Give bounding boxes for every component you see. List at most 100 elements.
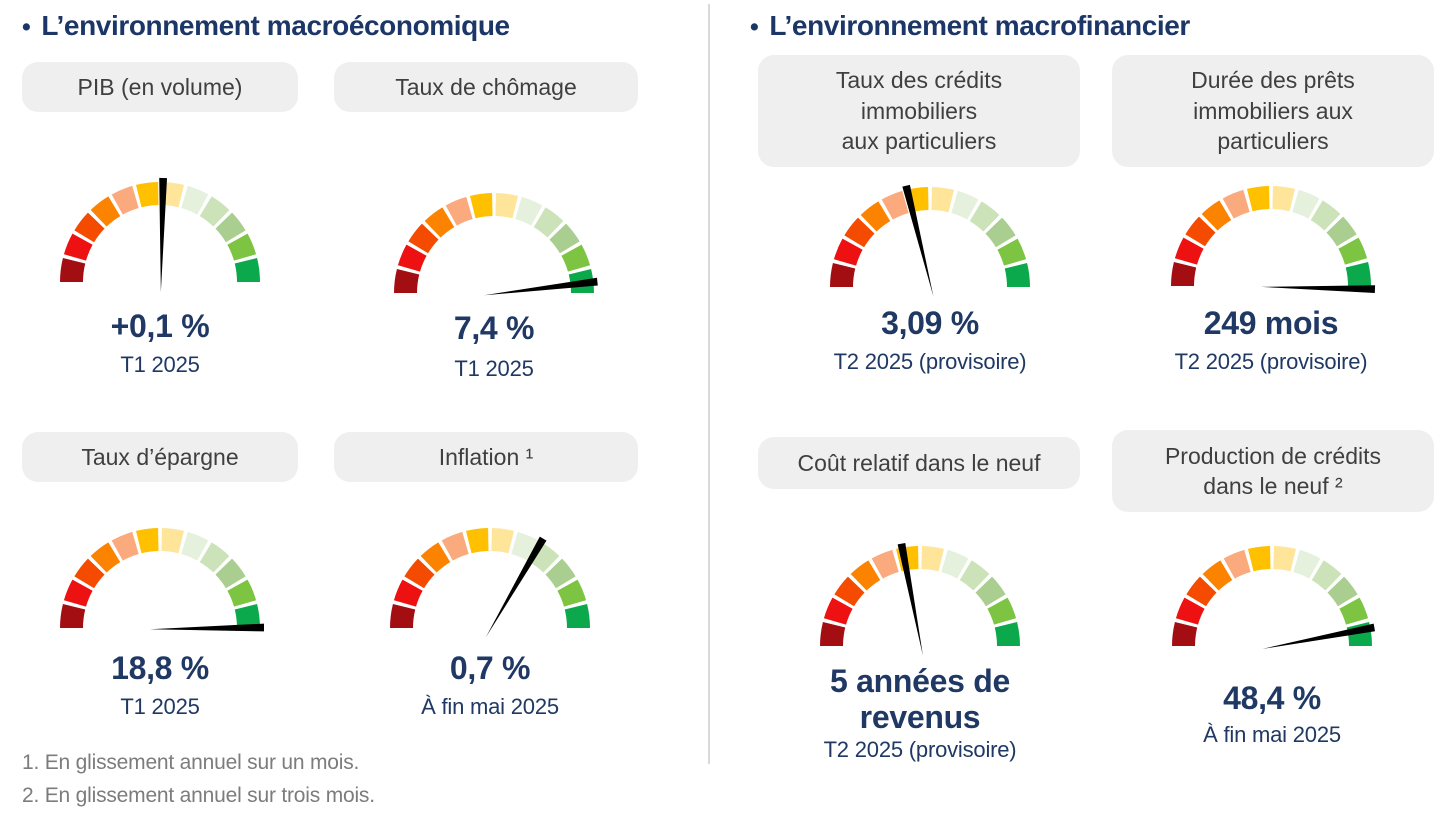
gauge-segment — [515, 196, 543, 226]
indicator-period: T2 2025 (provisoire) — [823, 737, 1017, 762]
indicator-value: 3,09 % — [881, 305, 979, 341]
section-title-text: L’environnement macroéconomique — [41, 10, 510, 41]
gauge-segment — [1273, 546, 1297, 572]
gauge-segment — [1311, 560, 1342, 591]
gauge-segment — [1175, 597, 1205, 625]
indicator-value: 5 années de revenus — [830, 663, 1010, 735]
gauge-segment — [234, 257, 260, 282]
gauge-needle — [902, 184, 934, 297]
gauge-segment — [215, 212, 246, 243]
indicator-value: 18,8 % — [111, 650, 209, 686]
gauge-segment — [1171, 261, 1197, 286]
gauge-segment — [1201, 200, 1232, 231]
gauge-segment — [921, 546, 945, 572]
gauge-segment — [135, 182, 159, 208]
gauge-segment — [564, 603, 590, 628]
indicator-value: 48,4 % — [1223, 680, 1321, 716]
gauge-segment — [833, 238, 863, 266]
gauge-segment — [844, 217, 875, 248]
gauge-segment — [1202, 560, 1233, 591]
indicator-label: Inflation ¹ — [438, 443, 534, 470]
bullet-icon: • — [22, 13, 31, 41]
gauge-segment — [941, 549, 969, 579]
gauge-segment — [1310, 200, 1341, 231]
indicator-pill-inflation: Inflation ¹ — [334, 432, 638, 482]
gauge-segment — [987, 597, 1017, 625]
gauge-segment — [871, 549, 899, 579]
indicator-pill-taux-credits: Taux des crédits immobiliers aux particu… — [758, 55, 1080, 167]
gauge-segment — [227, 233, 257, 261]
gauge-segment — [408, 223, 439, 254]
gauge-segment — [1272, 186, 1296, 212]
gauge-segment — [90, 196, 121, 227]
indicator-value: 249 mois — [1203, 305, 1339, 341]
section-title-text: L’environnement macrofinancier — [769, 10, 1190, 41]
gauge-chart-production-credits — [1172, 546, 1376, 649]
gauge-segment — [227, 579, 257, 607]
gauge-segment — [549, 223, 580, 254]
indicator-pill-chomage: Taux de chômage — [334, 62, 638, 112]
gauge-segment — [1246, 186, 1270, 212]
gauge-segment — [1223, 549, 1251, 579]
gauge-segment — [1293, 549, 1321, 579]
gauge-segment — [90, 542, 121, 573]
indicator-period: T2 2025 (provisoire) — [833, 349, 1027, 374]
indicator-pill-pib: PIB (en volume) — [22, 62, 298, 112]
indicator-label: Taux d’épargne — [81, 443, 239, 470]
gauge-chart-duree-prets — [1171, 186, 1376, 294]
gauge-segment — [199, 196, 230, 227]
indicator-value: +0,1 % — [110, 308, 210, 344]
gauge-segment — [74, 558, 105, 589]
gauge-chart-epargne — [60, 528, 264, 632]
gauge-segment — [545, 558, 576, 589]
gauge-chart-pib — [60, 177, 260, 293]
gauge-segment — [1174, 237, 1204, 265]
indicator-period: T1 2025 — [120, 694, 200, 719]
section-title-macroeconomique: • L’environnement macroéconomique — [22, 10, 510, 42]
gauge-segment — [181, 531, 209, 561]
gauge-segment — [1338, 237, 1368, 265]
gauge-segment — [951, 190, 979, 220]
gauge-segment — [985, 217, 1016, 248]
indicator-period: T1 2025 — [120, 352, 200, 377]
gauge-segment — [561, 244, 591, 272]
gauge-segment — [1004, 262, 1030, 287]
gauge-segment — [60, 603, 86, 628]
gauge-needle — [1262, 623, 1376, 649]
gauge-segment — [161, 182, 185, 208]
gauge-segment — [404, 558, 435, 589]
gauge-segment — [420, 542, 451, 573]
gauge-chart-inflation — [390, 528, 590, 638]
gauge-segment — [161, 528, 185, 554]
indicator-period: T1 2025 — [454, 356, 534, 381]
gauge-segment — [424, 207, 455, 238]
gauge-segment — [394, 268, 420, 293]
indicator-label: Taux de chômage — [395, 73, 577, 100]
gauge-segment — [1247, 546, 1271, 572]
gauge-chart-taux-credits — [830, 184, 1030, 297]
gauge-segment — [1339, 597, 1369, 625]
indicator-period: À fin mai 2025 — [1203, 722, 1341, 747]
gauge-segment — [234, 603, 260, 628]
footnote-2: 2. En glissement annuel sur trois mois. — [22, 784, 375, 807]
section-divider — [708, 4, 710, 764]
indicator-value: 7,4 % — [453, 310, 535, 346]
gauge-segment — [441, 531, 469, 561]
gauge-needle — [159, 177, 168, 293]
gauge-segment — [975, 576, 1006, 607]
gauge-segment — [445, 196, 473, 226]
gauge-segment — [931, 187, 955, 213]
gauge-segment — [823, 597, 853, 625]
gauge-segment — [1292, 189, 1320, 219]
gauge-segment — [397, 244, 427, 272]
indicator-period: T2 2025 (provisoire) — [1174, 349, 1368, 374]
gauge-segment — [111, 531, 139, 561]
gauge-segment — [60, 257, 86, 282]
gauge-segment — [850, 560, 881, 591]
gauge-segment — [881, 190, 909, 220]
gauge-segment — [557, 579, 587, 607]
gauge-segment — [390, 603, 416, 628]
indicator-pill-cout-relatif: Coût relatif dans le neuf — [758, 437, 1080, 489]
bullet-icon: • — [750, 13, 759, 41]
